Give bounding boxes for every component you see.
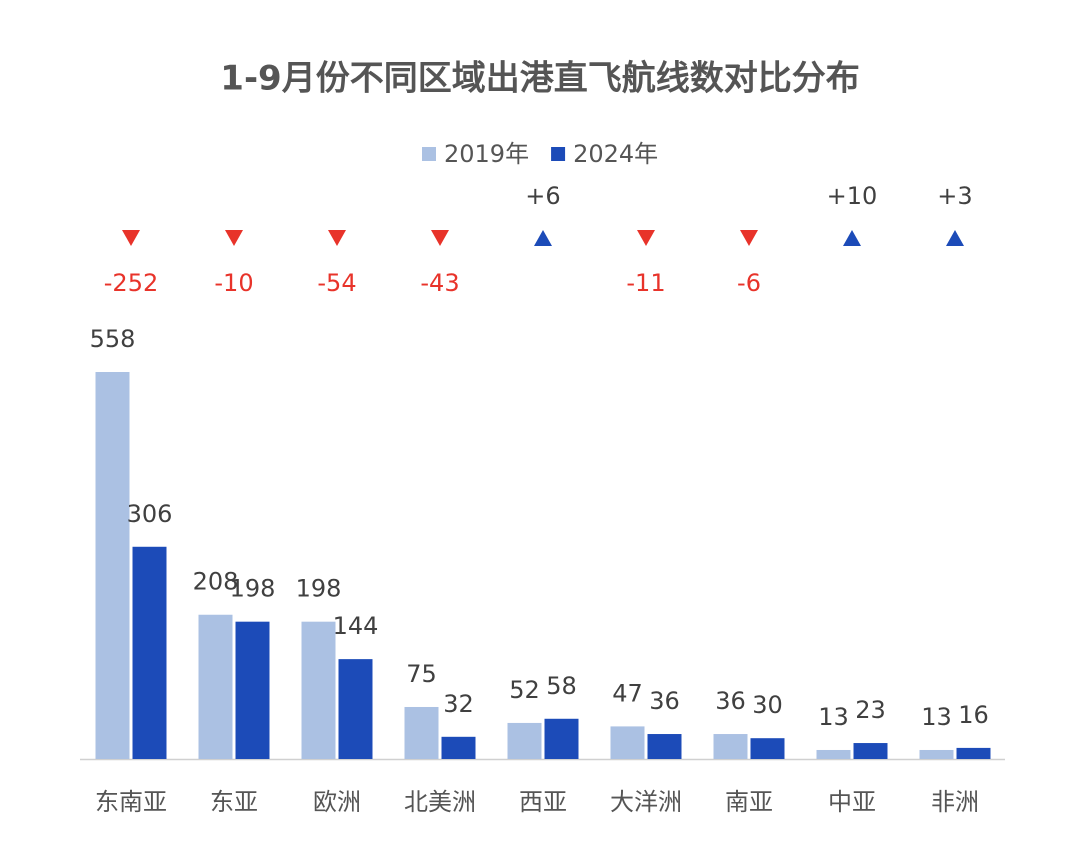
change-marker xyxy=(637,230,655,246)
value-label: 23 xyxy=(855,696,886,724)
x-tick-label: 非洲 xyxy=(931,788,979,816)
bar xyxy=(610,726,645,759)
bar xyxy=(95,372,130,759)
value-label: 306 xyxy=(127,500,173,528)
value-label: 47 xyxy=(612,679,643,707)
bar xyxy=(713,734,748,759)
bar xyxy=(919,749,954,759)
bar xyxy=(235,621,270,759)
change-label: +6 xyxy=(525,182,560,210)
x-tick-label: 中亚 xyxy=(828,788,876,816)
bar xyxy=(301,621,336,759)
x-tick-label: 欧洲 xyxy=(313,788,361,816)
value-label: 208 xyxy=(193,568,239,596)
change-label: +10 xyxy=(827,182,878,210)
bar xyxy=(647,734,682,759)
bar xyxy=(338,659,373,759)
change-label: -6 xyxy=(737,269,761,297)
change-marker xyxy=(225,230,243,246)
bar xyxy=(198,614,233,759)
change-marker xyxy=(946,230,964,246)
value-label: 30 xyxy=(752,691,783,719)
change-marker xyxy=(843,230,861,246)
value-label: 36 xyxy=(649,687,680,715)
value-label: 13 xyxy=(818,703,849,731)
bar xyxy=(853,743,888,759)
chart-title: 1-9月份不同区域出港直飞航线数对比分布 xyxy=(220,59,859,99)
change-label: +3 xyxy=(937,182,972,210)
change-label: -252 xyxy=(104,269,158,297)
change-label: -43 xyxy=(420,269,459,297)
value-label: 36 xyxy=(715,687,746,715)
bar xyxy=(750,738,785,759)
bar xyxy=(441,736,476,759)
value-label: 16 xyxy=(958,701,989,729)
value-label: 198 xyxy=(230,575,276,603)
value-label: 198 xyxy=(296,575,342,603)
value-label: 75 xyxy=(406,660,437,688)
bar xyxy=(956,747,991,759)
x-tick-label: 东南亚 xyxy=(95,788,167,816)
value-label: 144 xyxy=(333,612,379,640)
change-marker xyxy=(534,230,552,246)
legend-label: 2019年 xyxy=(444,140,529,168)
legend-label: 2024年 xyxy=(573,140,658,168)
legend-swatch xyxy=(551,147,566,161)
x-tick-label: 南亚 xyxy=(725,788,773,816)
value-label: 558 xyxy=(90,325,136,353)
change-marker xyxy=(328,230,346,246)
change-marker xyxy=(431,230,449,246)
bar xyxy=(132,546,167,759)
x-tick-label: 东亚 xyxy=(210,788,258,816)
legend-swatch xyxy=(422,147,436,161)
bar xyxy=(816,749,851,759)
bar xyxy=(544,718,579,759)
value-label: 52 xyxy=(509,676,540,704)
x-tick-label: 北美洲 xyxy=(404,788,476,816)
change-marker xyxy=(122,230,140,246)
x-tick-label: 大洋洲 xyxy=(610,788,682,816)
change-marker xyxy=(740,230,758,246)
x-tick-label: 西亚 xyxy=(519,788,567,816)
bar xyxy=(507,722,542,759)
change-label: -10 xyxy=(214,269,253,297)
change-label: -11 xyxy=(626,269,665,297)
change-label: -54 xyxy=(317,269,356,297)
value-label: 58 xyxy=(546,672,577,700)
value-label: 13 xyxy=(921,703,952,731)
bar xyxy=(404,706,439,759)
value-label: 32 xyxy=(443,690,474,718)
